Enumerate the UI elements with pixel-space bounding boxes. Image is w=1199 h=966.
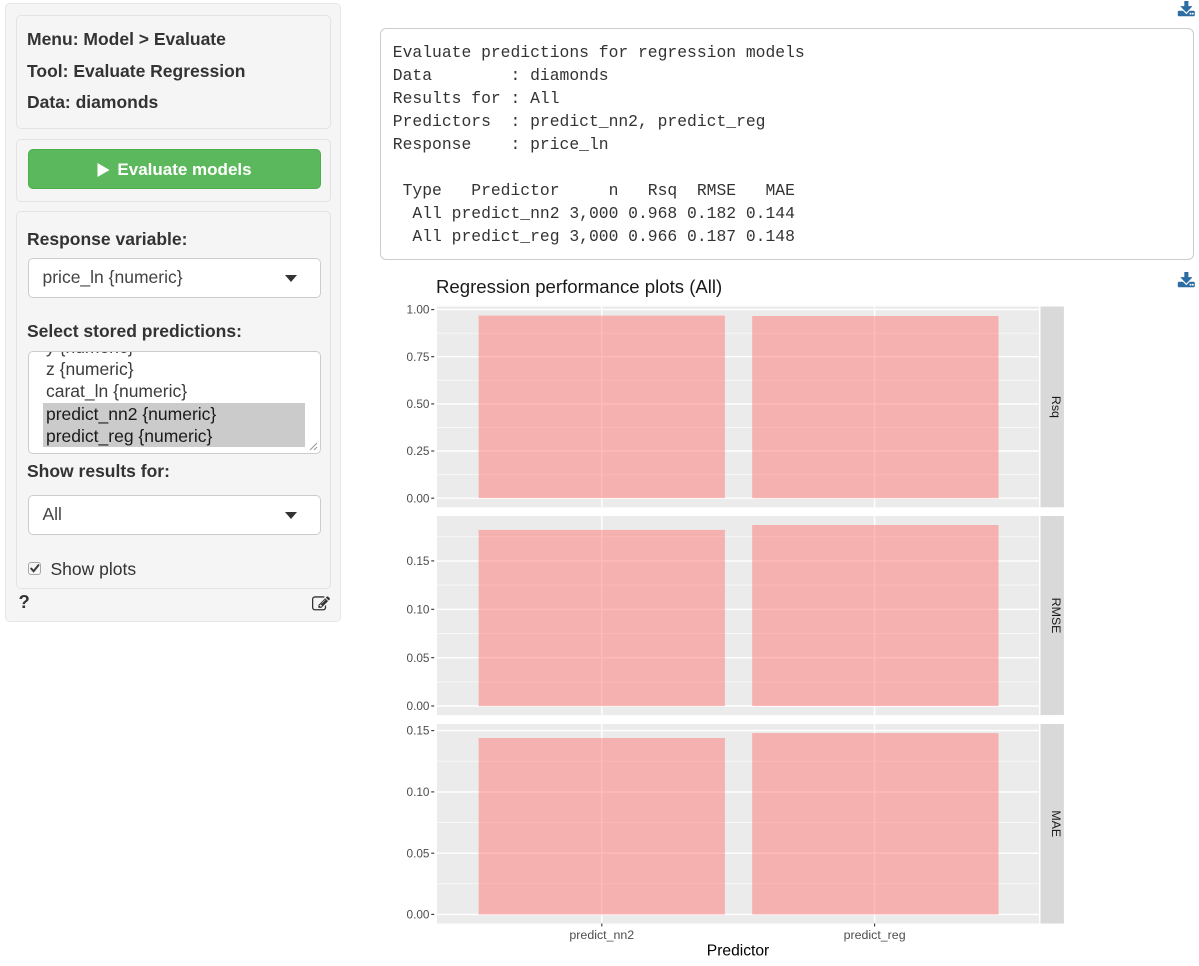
svg-text:0.50: 0.50 [407, 397, 430, 411]
svg-text:0.15: 0.15 [407, 554, 430, 568]
svg-text:Rsq: Rsq [1049, 396, 1063, 418]
svg-text:0.75: 0.75 [407, 350, 430, 364]
svg-text:0.05: 0.05 [407, 651, 430, 665]
svg-text:predict_nn2: predict_nn2 [569, 928, 634, 942]
svg-text:1.00: 1.00 [407, 303, 430, 317]
svg-text:0.15: 0.15 [407, 724, 430, 738]
svg-text:0.00: 0.00 [407, 908, 430, 922]
svg-text:Predictor: Predictor [707, 943, 769, 960]
svg-text:RMSE: RMSE [1049, 598, 1063, 634]
svg-text:0.10: 0.10 [407, 785, 430, 799]
svg-text:0.05: 0.05 [407, 846, 430, 860]
svg-text:0.25: 0.25 [407, 444, 430, 458]
svg-text:MAE: MAE [1049, 810, 1063, 837]
svg-text:0.00: 0.00 [407, 491, 430, 505]
svg-text:Regression performance plots (: Regression performance plots (All) [436, 276, 722, 297]
svg-text:0.10: 0.10 [407, 602, 430, 616]
svg-text:predict_reg: predict_reg [844, 928, 906, 942]
svg-text:0.00: 0.00 [407, 699, 430, 713]
